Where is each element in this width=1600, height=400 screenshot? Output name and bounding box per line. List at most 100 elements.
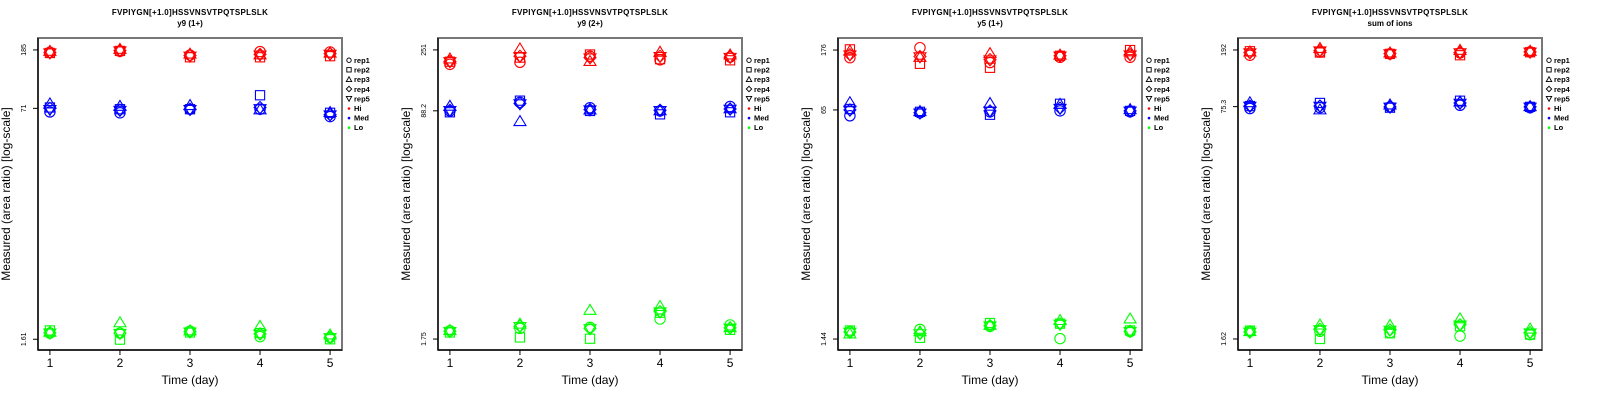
legend-label: rep1: [754, 56, 770, 65]
legend-diamond-icon: [345, 85, 353, 93]
data-point-lo-rep2: [914, 332, 926, 343]
legend-label: rep3: [1154, 75, 1170, 84]
chart-title: FVPIYGN[+1.0]HSSVNSVTPQTSPLSLK: [512, 8, 668, 17]
data-point-hi-rep5: [653, 52, 668, 64]
data-point-hi-rep5: [583, 53, 597, 65]
data-point-med-rep5: [1123, 106, 1138, 119]
data-point-med-rep3: [1123, 102, 1138, 115]
data-point-hi-rep5: [323, 49, 338, 62]
y-tick-label: 1.75: [421, 332, 428, 346]
legend-dot-hi: [1547, 107, 1551, 110]
data-point-hi-rep3: [1383, 45, 1397, 58]
data-point-hi-rep1: [844, 51, 856, 64]
data-point-lo-rep5: [723, 323, 738, 336]
data-point-hi-rep2: [724, 55, 736, 66]
data-point-med-rep1: [44, 106, 56, 118]
chart-subtitle: y9 (2+): [577, 19, 603, 28]
data-point-hi-rep3: [512, 41, 527, 54]
legend-label: rep2: [1554, 66, 1570, 75]
data-point-med-rep2: [514, 95, 526, 106]
data-point-hi-rep5: [1383, 49, 1397, 61]
series-lo: [442, 299, 738, 344]
legend-dot-hi: [1147, 107, 1151, 110]
data-point-hi-rep5: [183, 51, 197, 64]
data-point-hi-rep5: [442, 57, 457, 69]
data-point-lo-rep3: [1123, 312, 1138, 324]
data-point-hi-rep3: [983, 46, 997, 59]
legend-label: rep1: [1154, 56, 1170, 65]
legend-label: Hi: [354, 104, 362, 113]
legend-label: Med: [1554, 114, 1569, 123]
data-point-lo-rep3: [112, 315, 127, 328]
data-point-hi-rep5: [1123, 50, 1138, 62]
data-point-lo-rep5: [842, 327, 857, 340]
data-point-lo-rep2: [1054, 318, 1066, 329]
data-point-med-rep1: [1054, 105, 1066, 117]
data-point-hi-rep2: [914, 58, 926, 69]
data-point-med-rep5: [912, 108, 927, 121]
data-point-lo-rep5: [583, 324, 597, 336]
y-axis-title: Measured (area ratio) [log-scale]: [399, 107, 413, 280]
data-point-med-rep3: [653, 103, 668, 116]
chart-subtitle: sum of ions: [1368, 19, 1413, 28]
chart-subtitle: y9 (1+): [177, 19, 203, 28]
legend-label: rep4: [754, 85, 771, 94]
plot-frame: [437, 37, 743, 351]
plot-frame: [837, 37, 1143, 351]
data-point-hi-rep5: [1312, 46, 1327, 58]
data-point-lo-rep3: [983, 318, 997, 330]
y-axis-title: Measured (area ratio) [log-scale]: [799, 107, 813, 280]
chart-subtitle: y5 (1+): [977, 19, 1003, 28]
legend-square-icon: [746, 67, 752, 73]
data-point-lo-rep1: [654, 313, 666, 325]
legend-dot-med: [1547, 116, 1551, 120]
data-point-hi-rep5: [842, 50, 857, 62]
data-point-med-rep3: [983, 96, 997, 109]
chart-title: FVPIYGN[+1.0]HSSVNSVTPQTSPLSLK: [1312, 8, 1468, 17]
series-med: [842, 95, 1138, 122]
legend-label: rep4: [1554, 85, 1571, 94]
data-point-lo-rep3: [42, 325, 57, 337]
data-point-hi-rep3: [653, 45, 668, 57]
data-point-med-rep3: [42, 96, 57, 109]
legend-circle-icon: [1546, 57, 1552, 63]
legend-label: rep4: [354, 85, 371, 94]
data-point-hi-rep2: [984, 62, 996, 73]
x-tick-label: 1: [1247, 356, 1254, 370]
y-tick-label: 251: [421, 44, 428, 56]
x-axis-title: Time (day): [162, 373, 219, 387]
x-tick-label: 1: [447, 356, 454, 370]
data-point-med-rep3: [1053, 97, 1068, 109]
data-point-lo-rep5: [323, 333, 338, 345]
legend-label: Hi: [1554, 104, 1562, 113]
data-point-hi-rep5: [512, 52, 527, 64]
legend-dot-hi: [347, 107, 351, 110]
legend-dot-lo: [1547, 126, 1551, 129]
legend-dot-med: [747, 116, 751, 120]
data-point-med-rep5: [723, 104, 738, 117]
x-tick-label: 4: [257, 356, 264, 370]
chart-panel-4: FVPIYGN[+1.0]HSSVNSVTPQTSPLSLK sum of ion…: [1199, 8, 1571, 387]
data-point-hi-rep3: [842, 44, 857, 56]
legend-triangle-down-icon: [1545, 95, 1553, 103]
legend-triangle-up-icon: [1545, 75, 1553, 83]
legend-diamond-icon: [1545, 85, 1553, 93]
data-point-lo-rep3: [183, 323, 197, 336]
data-point-lo-rep5: [653, 307, 668, 319]
data-point-med-rep5: [983, 106, 997, 119]
data-point-lo-rep2: [1314, 333, 1326, 345]
data-point-med-rep3: [583, 103, 597, 115]
data-point-hi-rep5: [1242, 48, 1257, 60]
legend-label: rep3: [354, 75, 370, 84]
legend-square-icon: [346, 67, 352, 73]
x-tick-label: 2: [917, 356, 924, 370]
data-point-med-rep3: [1242, 95, 1257, 108]
data-point-hi-rep3: [1242, 44, 1257, 57]
series-hi: [842, 41, 1138, 73]
x-tick-label: 3: [987, 356, 994, 370]
data-point-hi-rep5: [983, 55, 997, 67]
data-point-hi-rep1: [1124, 51, 1136, 64]
legend-label: Med: [354, 114, 369, 123]
